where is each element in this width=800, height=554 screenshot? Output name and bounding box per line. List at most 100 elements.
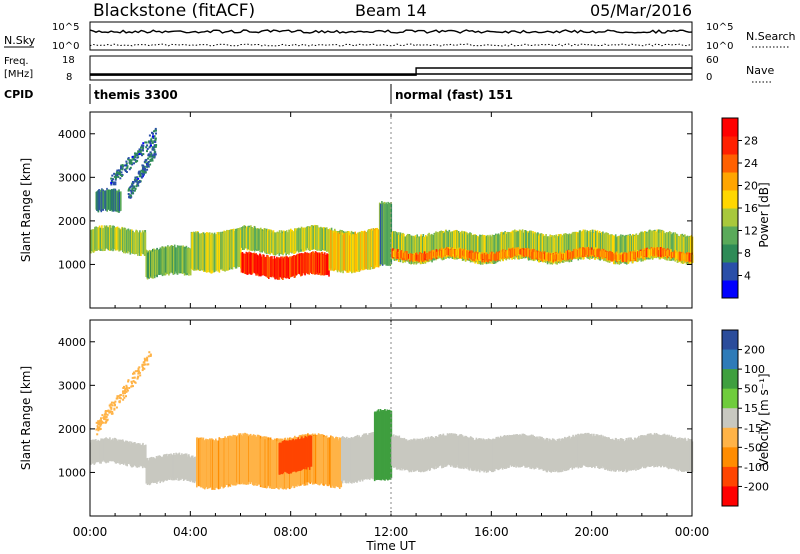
- data-cell-point: [117, 171, 120, 174]
- data-cell-point: [123, 396, 126, 399]
- nsky-trace: [89, 29, 693, 34]
- data-cell-column: [349, 438, 351, 481]
- data-cell-column: [435, 231, 437, 261]
- data-cell-column: [261, 437, 264, 488]
- data-cell-column: [418, 440, 420, 472]
- data-cell-column: [304, 436, 307, 468]
- data-cell-column: [352, 438, 354, 483]
- data-cell-point: [150, 144, 152, 147]
- x-tick-label: 12:00: [374, 525, 409, 539]
- data-cell-column: [466, 437, 468, 468]
- data-cell-point: [120, 165, 122, 168]
- power-colorbar: 28 24 20 16 12 8 4: [721, 117, 758, 299]
- data-cell-point: [124, 387, 127, 390]
- x-tick-label: 00:00: [73, 525, 108, 539]
- data-cell-column: [406, 254, 409, 259]
- data-cell-column: [299, 439, 301, 471]
- data-cell-column: [119, 229, 122, 251]
- data-cell-point: [128, 187, 131, 190]
- data-cell-column: [424, 253, 427, 261]
- data-cell-column: [523, 232, 525, 259]
- data-cell-column: [377, 229, 380, 268]
- data-cell-point: [146, 164, 149, 167]
- nsky-label: N.Sky: [4, 34, 36, 47]
- data-cell-point: [154, 137, 157, 140]
- data-cell-column: [212, 233, 214, 271]
- data-cell-point: [149, 159, 152, 162]
- data-cell-point: [95, 421, 98, 424]
- data-cell-point: [152, 146, 155, 149]
- data-cell-column: [420, 441, 423, 472]
- colorbar-tick-label: -200: [744, 480, 769, 493]
- data-cell-point: [131, 382, 133, 385]
- data-cell-point: [102, 416, 105, 419]
- data-cell-column: [416, 254, 418, 260]
- data-cell-column: [432, 437, 435, 469]
- freq-unit: [MHz]: [4, 69, 33, 80]
- data-cell-column: [396, 234, 399, 260]
- data-cell-column: [369, 229, 372, 270]
- data-cell-column: [668, 434, 670, 469]
- data-cell-column: [682, 235, 684, 264]
- data-cell-point: [130, 192, 133, 195]
- data-cell-column: [552, 253, 554, 263]
- data-cell-column: [440, 232, 443, 259]
- data-cell-column: [658, 250, 661, 257]
- data-cell-point: [136, 182, 139, 185]
- data-cell-column: [328, 229, 331, 271]
- data-cell-column: [539, 436, 541, 470]
- data-cell-column: [271, 256, 273, 277]
- data-cell-column: [488, 236, 490, 262]
- data-cell-point: [152, 137, 155, 140]
- data-cell-column: [529, 230, 531, 260]
- data-cell-point: [127, 193, 130, 195]
- data-cell-column: [433, 438, 436, 470]
- freq-label: Freq.: [4, 56, 29, 67]
- cpid-segment-label: normal (fast) 151: [395, 88, 513, 102]
- data-cell-point: [131, 183, 134, 186]
- freq-traces: [90, 67, 692, 76]
- data-cell-point: [141, 172, 144, 175]
- data-cell-column: [507, 231, 509, 258]
- data-cell-column: [393, 233, 396, 261]
- y-tick-label: 2000: [58, 423, 86, 436]
- data-cell-column: [649, 249, 652, 256]
- data-cell-column: [355, 233, 358, 272]
- data-cell-point: [138, 148, 141, 151]
- data-cell-column: [618, 235, 621, 265]
- data-cell-column: [464, 438, 467, 468]
- nsearch-label: N.Search: [746, 30, 796, 43]
- colorbar-swatch: [722, 408, 738, 429]
- data-cell-column: [384, 409, 386, 481]
- data-cell-point: [118, 170, 121, 173]
- data-cell-column: [357, 437, 359, 481]
- data-cell-column: [196, 437, 199, 486]
- data-cell-column: [218, 234, 221, 273]
- data-cell-point: [136, 376, 139, 379]
- data-cell-point: [106, 413, 109, 416]
- data-cell-point: [155, 129, 157, 132]
- data-cell-column: [606, 437, 608, 470]
- data-cell-column: [98, 191, 101, 210]
- data-cell-column: [644, 248, 647, 257]
- data-cell-column: [102, 227, 105, 250]
- data-cell-column: [296, 228, 298, 252]
- data-cell-column: [134, 442, 136, 466]
- data-cell-column: [436, 437, 439, 468]
- data-cell-column: [388, 409, 391, 480]
- data-cell-column: [186, 247, 189, 274]
- data-cell-point: [133, 189, 136, 192]
- data-cell-column: [446, 232, 448, 258]
- velocity-y-label: Slant Range [km]: [19, 366, 33, 470]
- data-cell-point: [149, 354, 152, 357]
- data-cell-column: [117, 441, 119, 461]
- data-cell-column: [525, 248, 528, 257]
- data-cell-point: [131, 189, 134, 192]
- cpid-panel: themis 3300 normal (fast) 151: [89, 84, 513, 104]
- data-cell-column: [537, 251, 540, 260]
- data-cell-point: [153, 130, 155, 133]
- data-cell-point: [126, 166, 129, 169]
- data-cell-point: [153, 150, 156, 153]
- data-cell-column: [314, 224, 316, 250]
- data-cell-column: [231, 229, 234, 270]
